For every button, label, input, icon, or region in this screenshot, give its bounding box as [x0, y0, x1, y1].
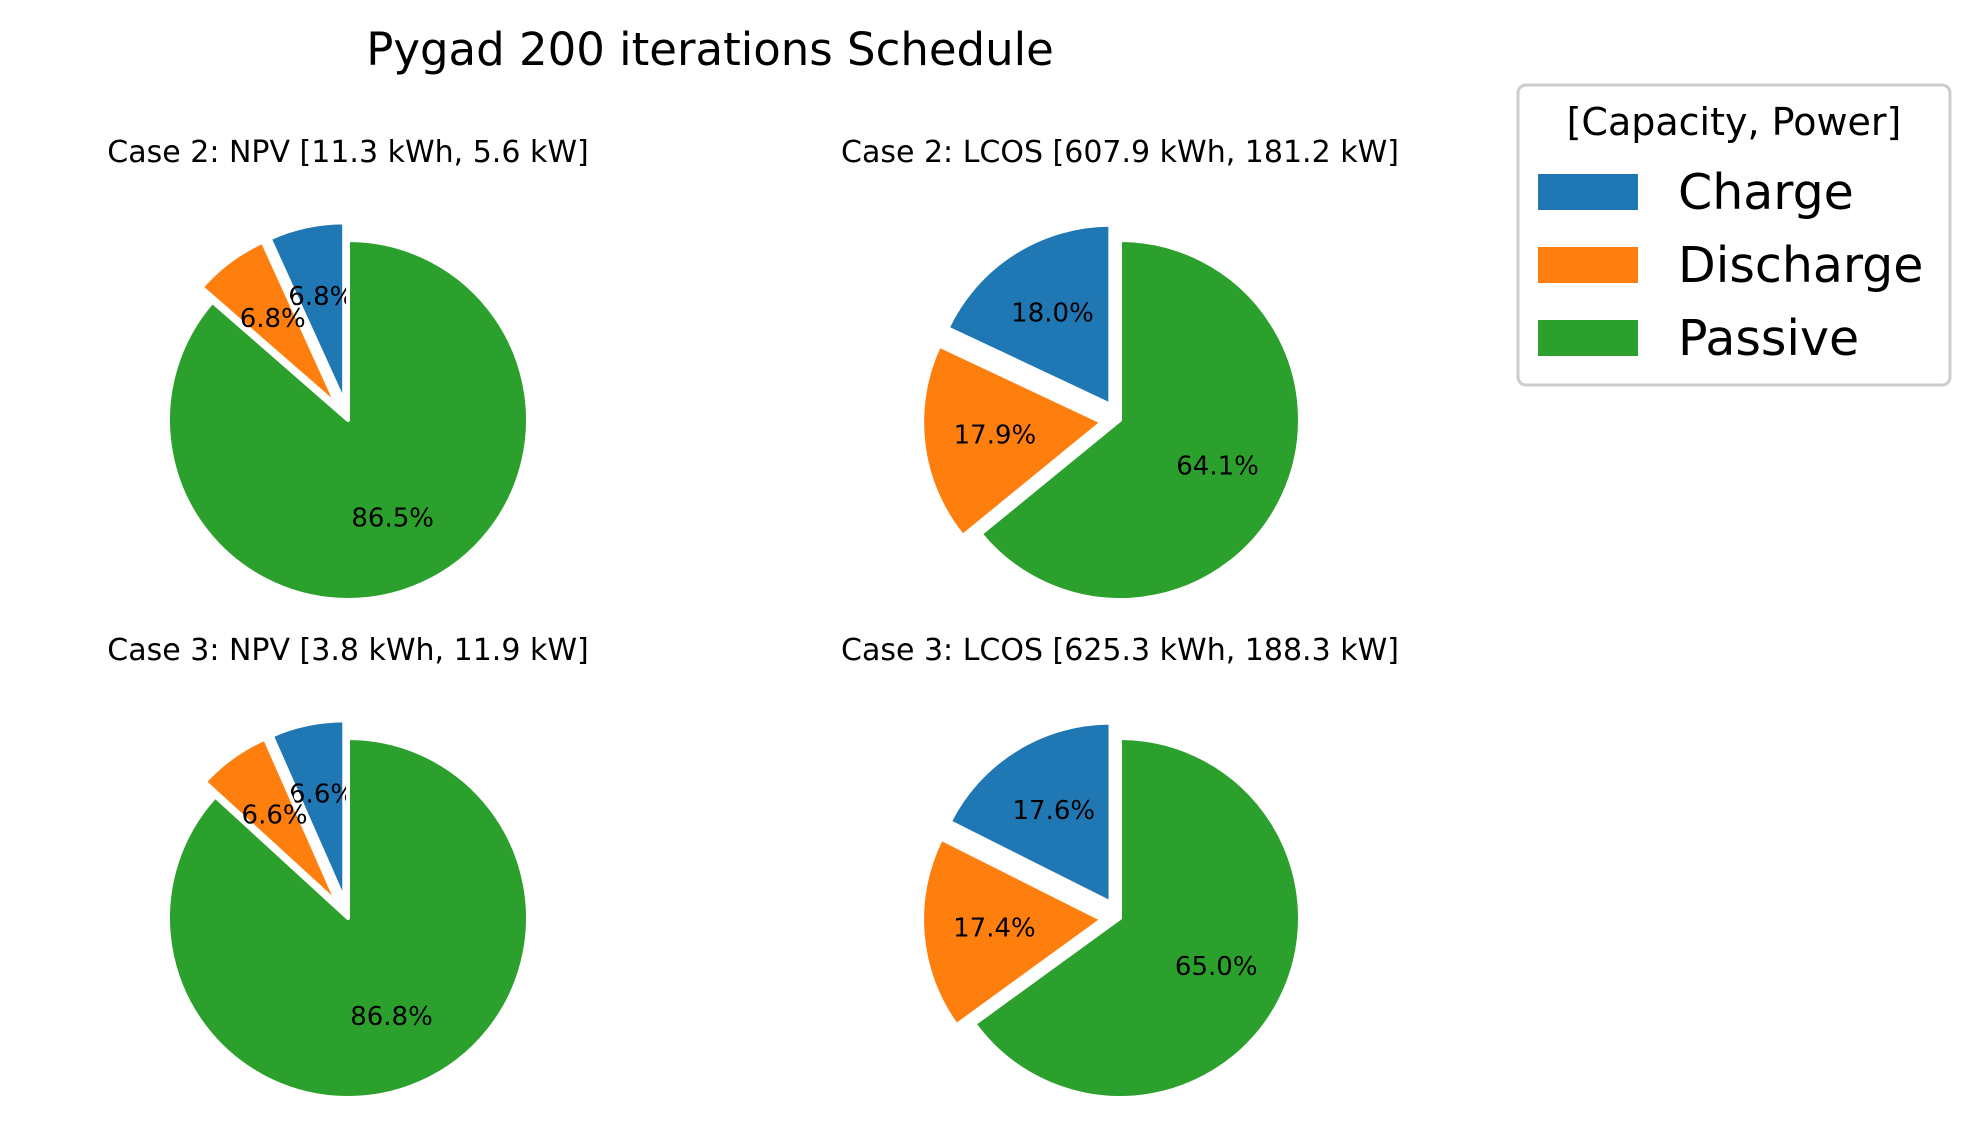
- pie-title: Case 2: LCOS [607.9 kWh, 181.2 kW]: [841, 135, 1399, 170]
- legend-swatch-passive: [1538, 320, 1638, 356]
- pie-title: Case 2: NPV [11.3 kWh, 5.6 kW]: [107, 135, 588, 170]
- pie-percent-label: 18.0%: [1011, 299, 1094, 329]
- pie-percent-label: 17.6%: [1013, 796, 1096, 826]
- pie-wedge-passive: [972, 736, 1302, 1100]
- pie-wedge-charge: [267, 220, 347, 405]
- legend-swatch-charge: [1538, 174, 1638, 210]
- legend-title: [Capacity, Power]: [1567, 100, 1902, 144]
- pie-percent-label: 6.8%: [240, 304, 306, 334]
- pie-percent-label: 6.8%: [288, 282, 354, 312]
- pie-wedge-charge: [947, 720, 1113, 905]
- pie-wedge-passive: [166, 238, 530, 602]
- pie-wedge-passive: [978, 238, 1302, 602]
- pie-wedge-charge: [269, 718, 347, 903]
- pie-percent-label: 6.6%: [242, 801, 308, 831]
- pie-chart-2: Case 2: LCOS [607.9 kWh, 181.2 kW] 18.0% 1…: [841, 135, 1399, 602]
- pie-grid: Case 2: NPV [11.3 kWh, 5.6 kW] 6.8%6.8% 86…: [107, 135, 1399, 1100]
- legend-frame: [1516, 83, 1952, 387]
- legend-entries: Charge Discharge Passive: [1538, 164, 1923, 367]
- legend-swatch-discharge: [1538, 247, 1638, 283]
- pie-percent-label: 86.8%: [350, 1002, 433, 1032]
- figure-title: Pygad 200 iterations Schedule: [366, 23, 1054, 76]
- pie-wedge-discharge: [920, 343, 1105, 539]
- pie-title: Case 3: NPV [3.8 kWh, 11.9 kW]: [107, 633, 588, 668]
- pie-chart-1: Case 2: NPV [11.3 kWh, 5.6 kW] 6.8%6.8% 86…: [107, 135, 589, 602]
- pie-percent-label: 6.6%: [289, 780, 355, 810]
- pie-wedge-discharge: [920, 836, 1105, 1028]
- pie-percent-label: 86.5%: [351, 503, 434, 533]
- legend-label-discharge: Discharge: [1678, 237, 1923, 294]
- pie-wedge-charge: [945, 222, 1113, 407]
- pie-percent-label: 64.1%: [1176, 451, 1259, 481]
- pie-chart-3: Case 3: NPV [3.8 kWh, 11.9 kW] 6.6%6.6% 86…: [107, 633, 589, 1100]
- legend: [Capacity, Power] Charge Discharge Passive: [1516, 83, 1952, 387]
- pie-wedge-passive: [166, 736, 530, 1100]
- legend-label-passive: Passive: [1678, 310, 1859, 367]
- pie-wedge-discharge: [202, 736, 340, 906]
- legend-label-charge: Charge: [1678, 164, 1854, 221]
- pie-wedge-discharge: [199, 239, 340, 408]
- pie-percent-label: 17.4%: [953, 913, 1036, 943]
- pie-percent-label: 65.0%: [1175, 952, 1258, 982]
- pie-percent-label: 17.9%: [954, 420, 1037, 450]
- pie-chart-4: Case 3: LCOS [625.3 kWh, 188.3 kW] 17.6% 1…: [841, 633, 1399, 1100]
- pie-title: Case 3: LCOS [625.3 kWh, 188.3 kW]: [841, 633, 1399, 668]
